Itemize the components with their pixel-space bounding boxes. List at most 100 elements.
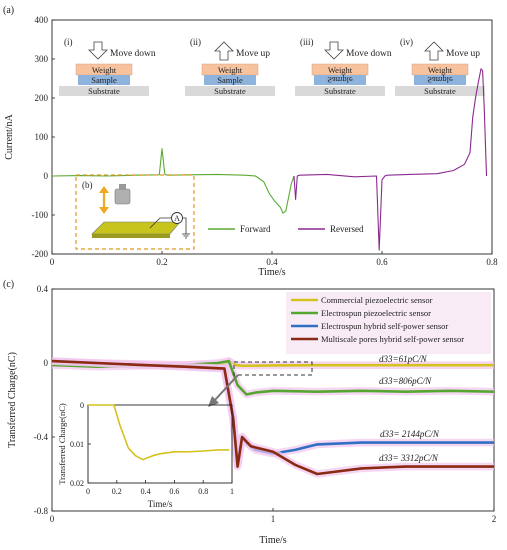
sample-label: Sample bbox=[427, 75, 453, 85]
panel-c-x-tick-label: 2 bbox=[492, 514, 497, 524]
inset-x-tick-label: 0 bbox=[86, 487, 90, 496]
d33-annotation: d33=806pC/N bbox=[379, 376, 432, 386]
inset-x-tick-label: 0.2 bbox=[112, 487, 122, 496]
weight-icon bbox=[114, 184, 131, 205]
inset-frame bbox=[87, 404, 233, 484]
legend-reversed-label: Reversed bbox=[330, 224, 364, 234]
panel-a-y-tick-label: 100 bbox=[35, 132, 49, 142]
arrow-up-icon bbox=[424, 41, 444, 61]
panel-a-y-tick-label: 0 bbox=[44, 171, 49, 181]
sample-block bbox=[204, 75, 256, 85]
wire bbox=[149, 217, 172, 229]
step-label: (iii) bbox=[300, 37, 314, 47]
double-arrow-icon bbox=[99, 186, 109, 214]
sample-label: Sample bbox=[327, 75, 353, 85]
panel-a-x-axis-label: Time/s bbox=[258, 267, 286, 278]
sample-block bbox=[314, 75, 366, 85]
legend-label: Commercial piezoelectric sensor bbox=[321, 295, 433, 305]
inset-x-tick-label: 1 bbox=[230, 487, 234, 496]
zoom-arrow bbox=[213, 374, 239, 402]
inset-x-axis-label: Time/s bbox=[148, 499, 173, 509]
zoom-arrow-head bbox=[208, 396, 219, 407]
panel-c-y-tick-label: -0.4 bbox=[34, 432, 49, 442]
panel-a-x-tick-label: 0 bbox=[50, 257, 55, 267]
step-action: Move down bbox=[346, 49, 392, 59]
panel-a-y-tick-label: 200 bbox=[35, 93, 49, 103]
sample-block bbox=[78, 75, 130, 85]
legend-label: Multiscale pores hybrid self-power senso… bbox=[321, 334, 464, 344]
panel-a-y-ticks: -200 -100 0 100 200 300 400 bbox=[32, 15, 55, 259]
panel-a-y-tick-label: -200 bbox=[32, 249, 49, 259]
inset-y-tick-label: 0 bbox=[80, 401, 84, 410]
panel-c-x-tick-label: 0 bbox=[50, 514, 55, 524]
step-action: Move up bbox=[236, 49, 270, 59]
d33-annotation: d33= 3312pC/N bbox=[379, 453, 439, 463]
ammeter-label: A bbox=[174, 214, 180, 223]
panel-a-x-tick-label: 0.4 bbox=[266, 257, 278, 267]
panel-a-legend: Forward Reversed bbox=[208, 224, 364, 234]
inset-b-schematic: (b) A bbox=[75, 174, 195, 250]
inset-x-tick-label: 0.6 bbox=[169, 487, 179, 496]
panel-c-y-tick-label: 0 bbox=[44, 358, 49, 368]
sample-label: Sample bbox=[91, 75, 117, 85]
inset-x-tick-label: 0.4 bbox=[141, 487, 151, 496]
panel-a-x-tick-label: 0.2 bbox=[156, 257, 167, 267]
weight-label: Weight bbox=[92, 65, 117, 75]
inset-series bbox=[88, 404, 230, 461]
legend-label: Electrospun piezoelectric sensor bbox=[321, 308, 431, 318]
zoom-region-box bbox=[233, 361, 313, 376]
weight-label: Weight bbox=[428, 65, 453, 75]
series-line-multiscale-hybrid bbox=[51, 359, 494, 476]
step-label: (iv) bbox=[400, 37, 413, 47]
panel-a-x-tick-label: 0.6 bbox=[376, 257, 388, 267]
panel-a-y-tick-label: 400 bbox=[35, 15, 49, 25]
inset-y-tick-label: 0.02 bbox=[70, 479, 84, 488]
panel-c-y-axis-label: Transferred Charge(nC) bbox=[7, 352, 18, 448]
substrate-label: Substrate bbox=[424, 86, 456, 96]
sample-plate-edge bbox=[92, 234, 170, 238]
panel-c-series bbox=[51, 357, 495, 478]
arrow-up-icon bbox=[214, 41, 234, 61]
panel-a-x-tick-label: 0.8 bbox=[486, 257, 498, 267]
sample-block bbox=[414, 75, 466, 85]
weight-label: Weight bbox=[218, 65, 243, 75]
panel-a-label: (a) bbox=[3, 5, 14, 16]
substrate-block bbox=[395, 86, 485, 96]
step-action: Move down bbox=[110, 49, 156, 59]
inset-series-line-commercial bbox=[88, 404, 230, 461]
substrate-label: Substrate bbox=[324, 86, 356, 96]
panel-a-series bbox=[51, 68, 488, 251]
panel-c-x-axis-label: Time/s bbox=[259, 535, 287, 546]
panel-c-y-tick-label: 0.4 bbox=[37, 284, 49, 294]
sample-plate bbox=[91, 221, 181, 235]
arrow-down-icon bbox=[324, 41, 344, 60]
substrate-label: Substrate bbox=[214, 86, 246, 96]
panel-a-y-tick-label: 300 bbox=[35, 54, 49, 64]
step-label: (i) bbox=[64, 37, 73, 47]
d33-annotations: d33=61pC/N d33=806pC/N d33= 2144pC/N d33= 3… bbox=[379, 354, 440, 463]
panel-a-y-axis-label: Current/nA bbox=[4, 113, 15, 159]
panel-c-legend: Commercial piezoelectric sensor Electrosp… bbox=[286, 292, 491, 354]
panel-c-inset: 0 0.01 0.02 0 0.2 0.4 0.6 0.8 1 Time/s Transfer… bbox=[57, 401, 234, 509]
legend-background bbox=[286, 292, 491, 354]
inset-x-tick-label: 0.8 bbox=[198, 487, 208, 496]
inset-x-ticks: 0 0.2 0.4 0.6 0.8 1 bbox=[86, 480, 234, 496]
panel-c-y-ticks: -0.8 -0.4 0 0.4 bbox=[34, 284, 55, 516]
sample-label: Sample bbox=[217, 75, 243, 85]
panel-a-y-tick-label: -100 bbox=[32, 210, 49, 220]
panel-a-x-ticks: 0 0.2 0.4 0.6 0.8 bbox=[50, 251, 498, 267]
d33-annotation: d33=61pC/N bbox=[379, 354, 428, 364]
d33-annotation: d33= 2144pC/N bbox=[380, 429, 440, 439]
step-label: (ii) bbox=[190, 37, 201, 47]
panel-c-x-tick-label: 1 bbox=[271, 514, 276, 524]
step-action: Move up bbox=[446, 49, 480, 59]
substrate-label: Substrate bbox=[88, 86, 120, 96]
step-schematics: (i)Move downWeightSampleSubstrate(ii)Mov… bbox=[59, 37, 485, 96]
ground-wire bbox=[182, 217, 187, 234]
inset-b-label: (b) bbox=[82, 180, 93, 190]
